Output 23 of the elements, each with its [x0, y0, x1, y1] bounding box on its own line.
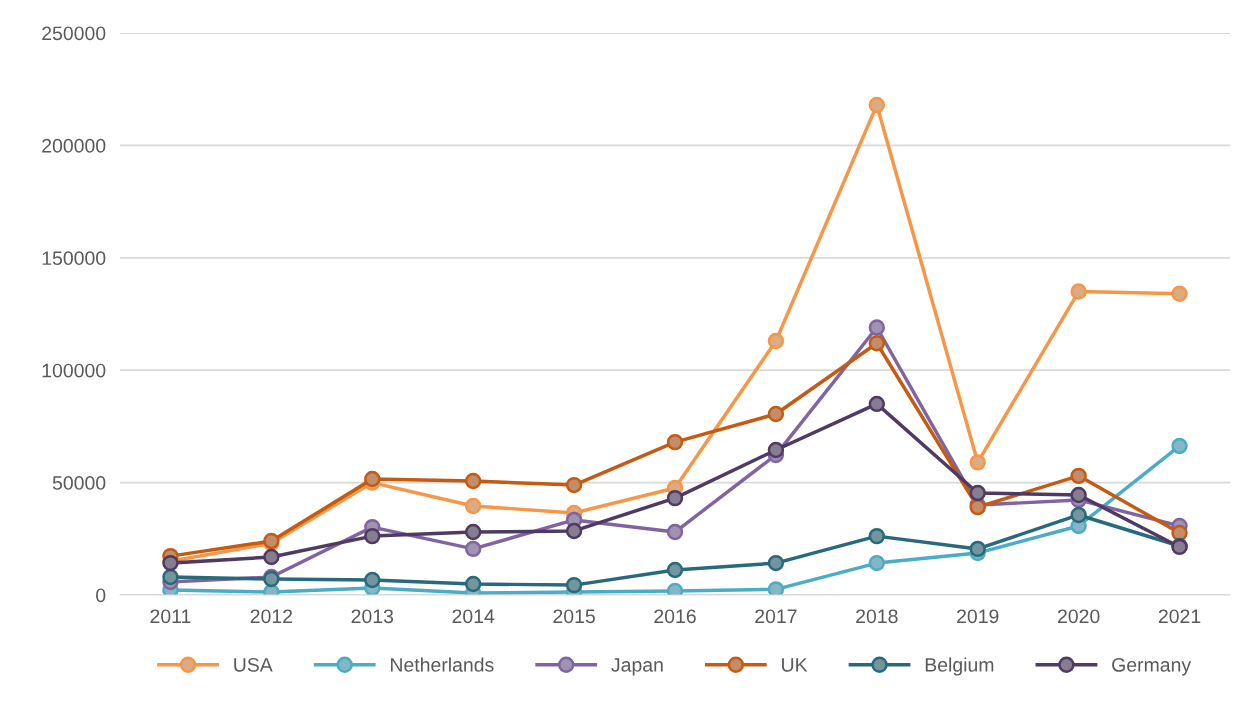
- legend-label: UK: [782, 658, 808, 672]
- x-tick-label: 2015: [553, 609, 595, 624]
- legend-label: Germany: [1112, 657, 1192, 676]
- y-tick-label: 200000: [42, 138, 106, 153]
- x-tick-label: 2012: [250, 609, 293, 624]
- x-tick-label: 2011: [150, 609, 191, 624]
- x-tick-label: 2016: [654, 609, 696, 624]
- y-tick-label: 50000: [52, 476, 106, 490]
- x-tick-label: 2013: [351, 609, 394, 624]
- y-tick-label: 250000: [42, 26, 106, 41]
- legend-label: Belgium: [925, 657, 994, 676]
- x-tick-label: 2019: [957, 609, 999, 624]
- x-tick-label: 2014: [452, 609, 495, 624]
- x-tick-label: 2018: [856, 609, 898, 624]
- y-tick-label: 0: [96, 588, 106, 603]
- x-tick-label: 2021: [1158, 609, 1201, 624]
- x-tick-label: 2020: [1057, 609, 1100, 624]
- x-tick-label: 2017: [755, 609, 797, 624]
- legend-label: Japan: [611, 658, 663, 676]
- y-tick-label: 100000: [42, 363, 106, 378]
- legend-label: Netherlands: [391, 657, 494, 672]
- legend-label: USA: [234, 657, 273, 672]
- y-tick-label: 150000: [42, 251, 106, 266]
